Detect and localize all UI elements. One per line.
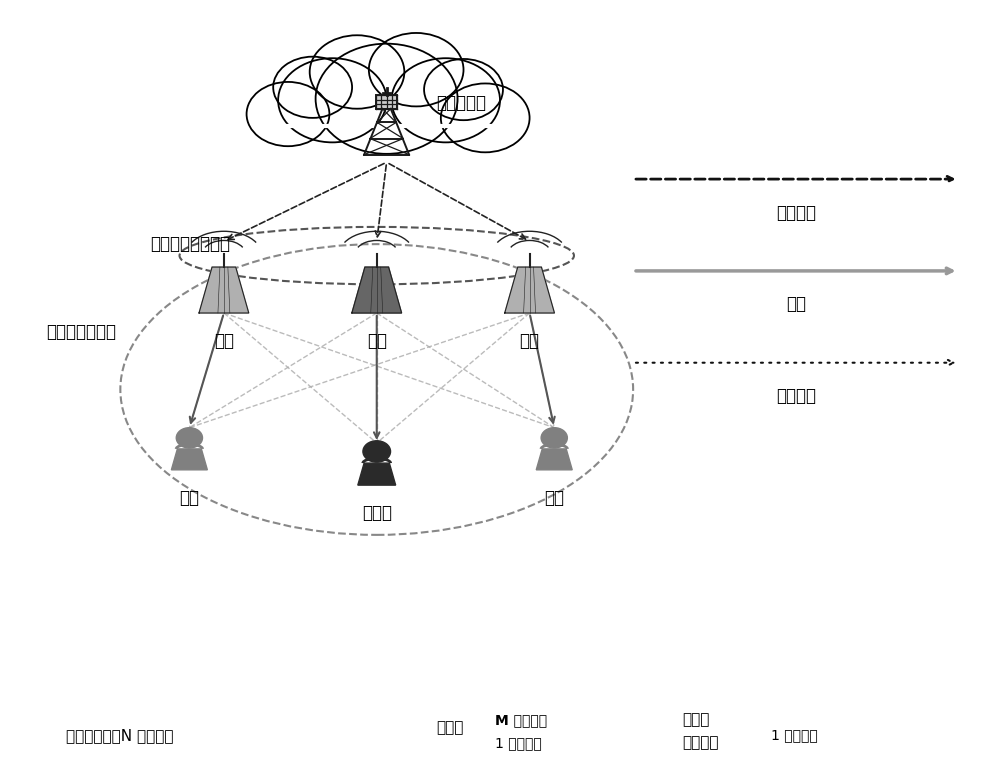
Text: 用户: 用户 (544, 489, 564, 507)
Bar (376, 95, 397, 109)
Polygon shape (199, 267, 249, 313)
Text: 微波组播前传链路: 微波组播前传链路 (150, 235, 230, 253)
Text: 用户: 用户 (179, 489, 199, 507)
Text: 1 接收天线: 1 接收天线 (495, 736, 542, 750)
Text: 基站: 基站 (520, 332, 540, 350)
Text: 1 接收天线: 1 接收天线 (771, 728, 818, 742)
Text: 基站: 基站 (214, 332, 234, 350)
Circle shape (369, 33, 464, 107)
Polygon shape (505, 267, 554, 313)
Circle shape (278, 58, 387, 143)
Text: 中央处理器：N 发射天线: 中央处理器：N 发射天线 (66, 728, 174, 743)
Circle shape (424, 59, 503, 120)
Circle shape (392, 58, 500, 143)
Text: 信号: 信号 (786, 295, 806, 313)
Text: 人工噪声: 人工噪声 (776, 387, 816, 405)
Circle shape (316, 44, 458, 153)
Text: 监听者：: 监听者： (682, 735, 719, 750)
Circle shape (441, 83, 530, 153)
Circle shape (363, 441, 391, 462)
Circle shape (273, 57, 352, 118)
Polygon shape (352, 267, 402, 313)
Circle shape (310, 35, 404, 109)
Circle shape (247, 82, 329, 146)
Text: 组播信号: 组播信号 (776, 203, 816, 221)
Text: M 发射天线: M 发射天线 (495, 713, 547, 727)
Text: 用户：: 用户： (682, 713, 710, 728)
Polygon shape (171, 449, 207, 470)
Polygon shape (536, 449, 572, 470)
Text: 基站：: 基站： (436, 720, 463, 735)
Circle shape (541, 428, 567, 448)
Polygon shape (358, 463, 396, 485)
Text: 中央处理器: 中央处理器 (436, 93, 486, 111)
Text: 毫米波接入链路: 毫米波接入链路 (46, 323, 116, 341)
Text: 监听者: 监听者 (362, 504, 392, 522)
Circle shape (176, 428, 202, 448)
Text: 基站: 基站 (367, 332, 387, 350)
